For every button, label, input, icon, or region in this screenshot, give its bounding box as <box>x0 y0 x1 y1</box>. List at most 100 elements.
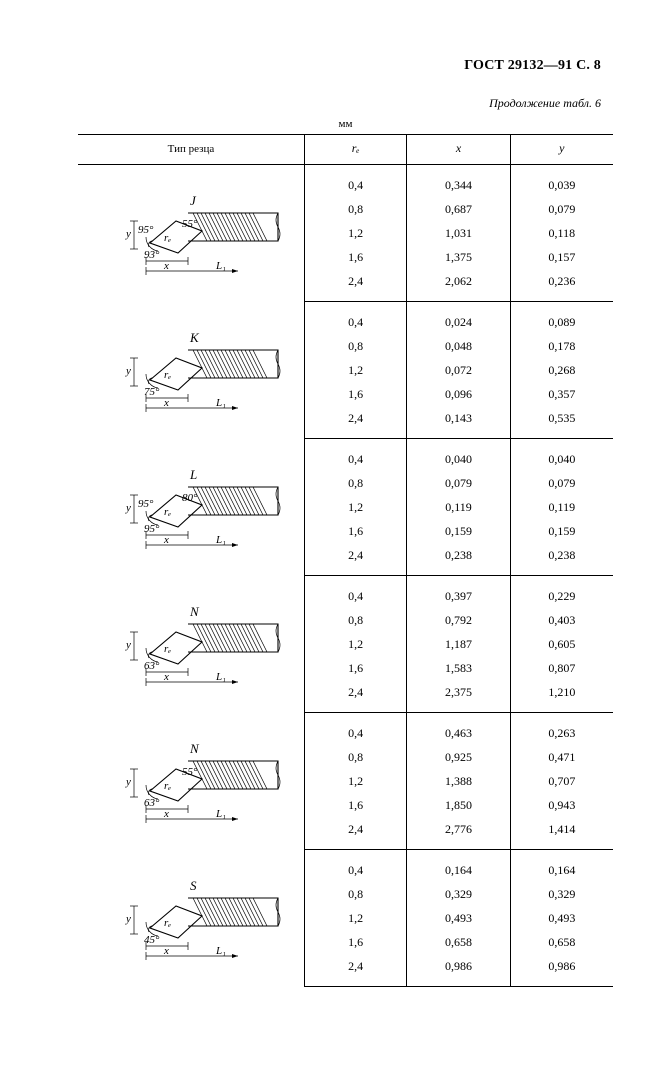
cutter-diagram: N 63° x y L₁ rₑ <box>98 602 283 687</box>
cell-x: 0,238 <box>407 543 510 576</box>
col-header-type: Тип резца <box>78 135 304 165</box>
cell-r: 0,8 <box>304 745 406 769</box>
cell-x: 0,687 <box>407 197 510 221</box>
cell-r: 0,8 <box>304 334 406 358</box>
svg-text:x: x <box>163 260 169 272</box>
cell-r: 1,2 <box>304 632 406 656</box>
svg-text:x: x <box>163 671 169 683</box>
table-row: J 55° 93° 95° x y L₁ rₑ 0,40,3440,039 <box>78 165 613 198</box>
cell-x: 0,397 <box>407 576 510 609</box>
svg-text:95°: 95° <box>138 224 154 236</box>
cell-r: 1,6 <box>304 793 406 817</box>
cell-r: 1,2 <box>304 358 406 382</box>
svg-text:y: y <box>125 913 131 925</box>
svg-text:rₑ: rₑ <box>164 369 171 381</box>
diagram-cell: N 63° x y L₁ rₑ <box>78 576 304 713</box>
svg-text:63°: 63° <box>144 797 160 809</box>
cell-y: 0,238 <box>510 543 613 576</box>
cell-y: 0,471 <box>510 745 613 769</box>
cell-r: 2,4 <box>304 543 406 576</box>
svg-text:45°: 45° <box>144 934 160 946</box>
cell-x: 1,583 <box>407 656 510 680</box>
cell-y: 0,943 <box>510 793 613 817</box>
diagram-cell: N 55° 63° x y L₁ rₑ <box>78 713 304 850</box>
page-continuation: Продолжение табл. 6 <box>489 96 601 111</box>
diagram-cell: J 55° 93° 95° x y L₁ rₑ <box>78 165 304 302</box>
svg-text:S: S <box>190 878 197 893</box>
svg-text:L₁: L₁ <box>215 397 226 409</box>
cell-r: 0,8 <box>304 882 406 906</box>
svg-text:93°: 93° <box>144 249 160 261</box>
cell-y: 0,329 <box>510 882 613 906</box>
cell-r: 0,8 <box>304 608 406 632</box>
group-k-1: K 75° x y L₁ rₑ 0,40,0240,0890,80,0480,1… <box>78 302 613 439</box>
cell-y: 0,040 <box>510 439 613 472</box>
bottom-spacer <box>70 987 621 1047</box>
svg-text:L₁: L₁ <box>215 671 226 683</box>
svg-text:95°: 95° <box>138 498 154 510</box>
cell-y: 0,807 <box>510 656 613 680</box>
table-row: N 55° 63° x y L₁ rₑ 0,40,4630,263 <box>78 713 613 746</box>
cell-r: 1,6 <box>304 245 406 269</box>
cell-y: 0,403 <box>510 608 613 632</box>
cell-x: 0,986 <box>407 954 510 987</box>
svg-text:J: J <box>190 193 197 208</box>
cell-x: 2,062 <box>407 269 510 302</box>
svg-text:rₑ: rₑ <box>164 643 171 655</box>
cell-r: 1,6 <box>304 930 406 954</box>
cell-x: 0,072 <box>407 358 510 382</box>
cell-r: 1,2 <box>304 906 406 930</box>
group-l-2: L 80° 95° 95° x y L₁ rₑ 0,40,0400,0400,8… <box>78 439 613 576</box>
svg-text:95°: 95° <box>144 523 160 535</box>
group-n-4: N 55° 63° x y L₁ rₑ 0,40,4630,2630,80,92… <box>78 713 613 850</box>
col-header-x: x <box>407 135 510 165</box>
svg-text:N: N <box>189 741 200 756</box>
cell-x: 1,388 <box>407 769 510 793</box>
cell-y: 0,658 <box>510 930 613 954</box>
cell-x: 0,096 <box>407 382 510 406</box>
cell-r: 1,6 <box>304 656 406 680</box>
diagram-cell: L 80° 95° 95° x y L₁ rₑ <box>78 439 304 576</box>
cell-x: 1,187 <box>407 632 510 656</box>
cell-y: 0,236 <box>510 269 613 302</box>
cell-r: 0,8 <box>304 471 406 495</box>
cell-x: 1,031 <box>407 221 510 245</box>
cell-r: 2,4 <box>304 954 406 987</box>
cell-x: 2,375 <box>407 680 510 713</box>
cell-x: 0,079 <box>407 471 510 495</box>
cell-y: 0,157 <box>510 245 613 269</box>
svg-text:y: y <box>125 365 131 377</box>
cell-y: 0,229 <box>510 576 613 609</box>
cell-r: 2,4 <box>304 817 406 850</box>
cell-y: 0,535 <box>510 406 613 439</box>
svg-text:rₑ: rₑ <box>164 780 171 792</box>
svg-text:y: y <box>125 502 131 514</box>
cell-x: 0,048 <box>407 334 510 358</box>
svg-text:rₑ: rₑ <box>164 506 171 518</box>
cutter-diagram: L 80° 95° 95° x y L₁ rₑ <box>98 465 283 550</box>
cell-y: 0,079 <box>510 197 613 221</box>
cell-y: 0,986 <box>510 954 613 987</box>
cell-r: 2,4 <box>304 269 406 302</box>
group-s-5: S 45° x y L₁ rₑ 0,40,1640,1640,80,3290,3… <box>78 850 613 987</box>
svg-text:55°: 55° <box>182 766 198 778</box>
cell-y: 0,089 <box>510 302 613 335</box>
table-row: L 80° 95° 95° x y L₁ rₑ 0,40,0400,040 <box>78 439 613 472</box>
cell-y: 0,159 <box>510 519 613 543</box>
svg-text:L: L <box>189 467 197 482</box>
cell-y: 0,119 <box>510 495 613 519</box>
svg-text:L₁: L₁ <box>215 534 226 546</box>
cell-y: 0,178 <box>510 334 613 358</box>
cell-x: 1,375 <box>407 245 510 269</box>
svg-text:N: N <box>189 604 200 619</box>
svg-text:rₑ: rₑ <box>164 232 171 244</box>
svg-text:y: y <box>125 776 131 788</box>
cell-y: 0,118 <box>510 221 613 245</box>
svg-text:80°: 80° <box>182 492 198 504</box>
table-row: K 75° x y L₁ rₑ 0,40,0240,089 <box>78 302 613 335</box>
cell-r: 0,4 <box>304 850 406 883</box>
cell-x: 0,658 <box>407 930 510 954</box>
cell-y: 0,268 <box>510 358 613 382</box>
cell-y: 0,079 <box>510 471 613 495</box>
cell-r: 0,4 <box>304 302 406 335</box>
